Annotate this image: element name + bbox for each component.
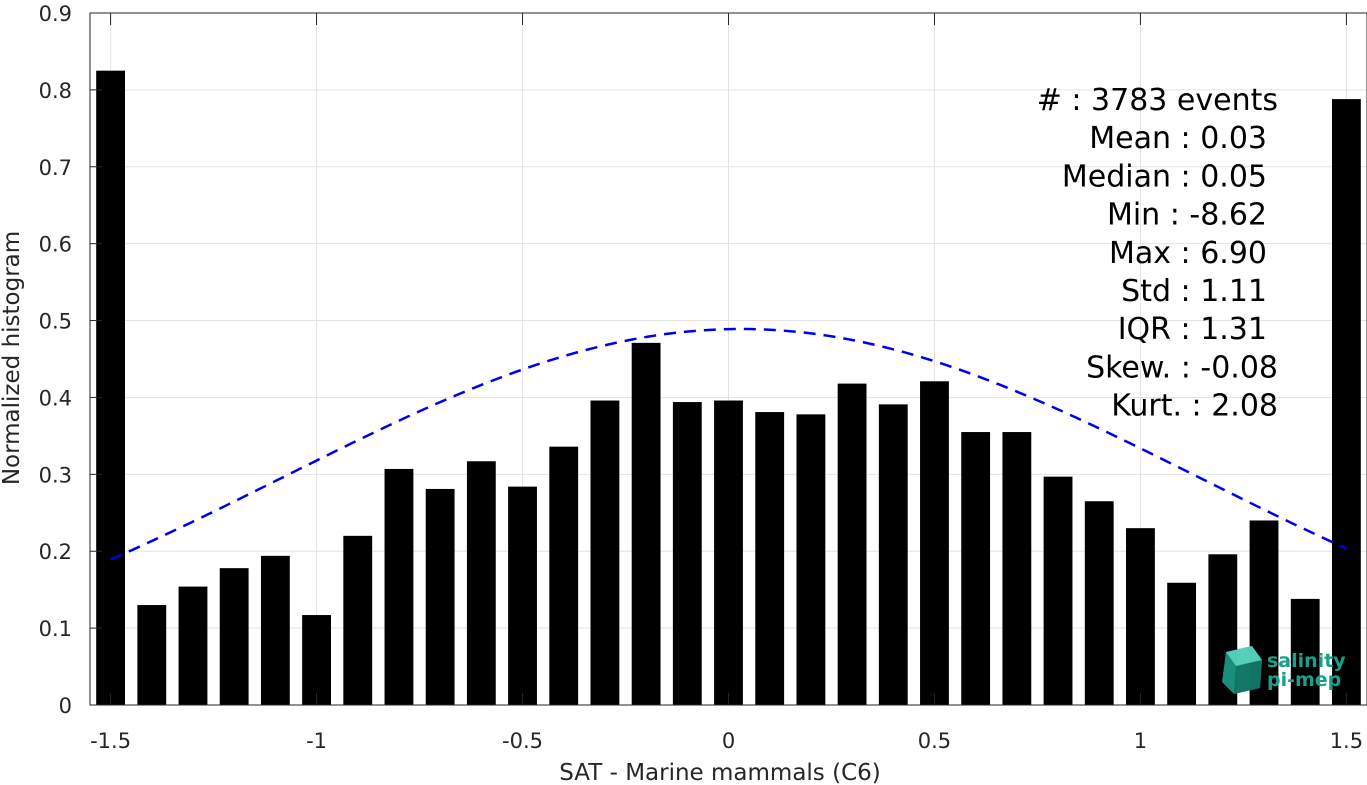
y-tick-label: 0.1 [39, 617, 72, 641]
histogram-bar [1043, 476, 1073, 705]
salinity-pi-mep-logo: salinity pi-mep [1222, 646, 1346, 694]
histogram-bar [260, 555, 290, 705]
histogram-bar [796, 414, 826, 705]
histogram-bar [1002, 432, 1032, 705]
histogram-bar [302, 615, 331, 705]
stat-line: IQR : 1.31 [1118, 312, 1267, 347]
histogram-bar [1126, 528, 1155, 705]
histogram-bar [219, 568, 249, 705]
y-tick-label: 0.9 [39, 2, 72, 26]
histogram-bar [590, 400, 620, 705]
y-tick-label: 0.8 [39, 79, 72, 103]
stat-line: # : 3783 events [1037, 83, 1278, 118]
histogram-bar [1084, 501, 1114, 705]
histogram-bar [96, 70, 126, 705]
logo-text-line1: salinity [1267, 650, 1346, 672]
histogram-bar [837, 383, 867, 705]
histogram-bar [549, 446, 579, 705]
y-axis-label: Normalized histogram [0, 231, 25, 485]
cube-logo-icon [1222, 646, 1262, 694]
histogram-bar [631, 342, 661, 705]
stat-line: Max : 6.90 [1109, 236, 1267, 271]
stat-line: Mean : 0.03 [1089, 121, 1267, 156]
histogram-bar [878, 404, 908, 705]
histogram-bar [425, 488, 455, 705]
histogram-bar [178, 586, 208, 705]
histogram-bar [508, 486, 537, 705]
x-tick-label: 1 [1134, 729, 1147, 753]
histogram-bar [466, 461, 496, 705]
histogram-bar [672, 402, 702, 705]
x-axis-label: SAT - Marine mammals (C6) [559, 760, 881, 785]
x-tick-label: 0.5 [918, 729, 951, 753]
y-tick-label: 0.2 [39, 540, 72, 564]
stat-line: Skew. : -0.08 [1086, 350, 1278, 385]
x-tick-label: 0 [722, 729, 735, 753]
x-tick-labels: -1.5 -1 -0.5 0 0.5 1 1.5 [90, 729, 1363, 753]
x-tick-label: 1.5 [1330, 729, 1363, 753]
y-tick-label: 0.4 [39, 386, 72, 410]
stat-line: Kurt. : 2.08 [1111, 389, 1278, 424]
axis-ticks [90, 12, 1347, 706]
y-tick-label: 0.5 [39, 310, 72, 334]
y-tick-labels: 0 0.1 0.2 0.3 0.4 0.5 0.6 0.7 0.8 0.9 [39, 2, 72, 718]
y-tick-label: 0.3 [39, 463, 72, 487]
x-tick-label: -1.5 [90, 729, 131, 753]
histogram-bar [137, 605, 167, 705]
histogram-bar [1290, 598, 1320, 705]
histogram-bar [384, 468, 414, 705]
stat-line: Min : -8.62 [1107, 198, 1267, 233]
y-tick-label: 0.6 [39, 233, 72, 257]
logo-text-line2: pi-mep [1267, 669, 1341, 691]
histogram-bar [1167, 582, 1197, 705]
gaussian-fit-curve [110, 327, 1347, 561]
histogram-bar [1331, 99, 1361, 706]
histogram-bar [961, 432, 991, 705]
histogram-bar [714, 400, 743, 705]
stat-line: Std : 1.11 [1121, 274, 1267, 309]
y-tick-label: 0.7 [39, 156, 72, 180]
stat-line: Median : 0.05 [1062, 159, 1267, 194]
x-tick-label: -0.5 [502, 729, 543, 753]
histogram-bar [920, 381, 949, 705]
histogram-bar [343, 535, 373, 705]
histogram-bars [96, 70, 1361, 706]
y-tick-label: 0 [59, 694, 72, 718]
x-tick-label: -1 [306, 729, 327, 753]
histogram-bar [755, 412, 785, 705]
